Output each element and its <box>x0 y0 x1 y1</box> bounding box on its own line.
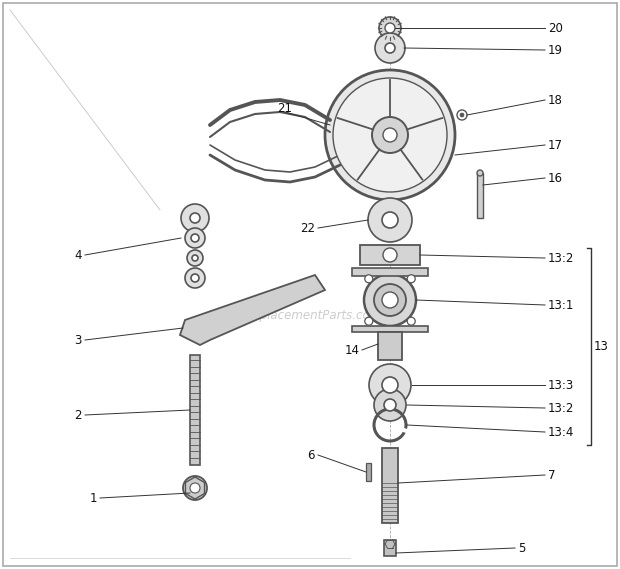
Circle shape <box>379 17 401 39</box>
Circle shape <box>364 274 416 326</box>
Circle shape <box>385 23 395 33</box>
Circle shape <box>185 268 205 288</box>
Text: 13:3: 13:3 <box>548 378 574 391</box>
Bar <box>477 173 483 218</box>
Text: 17: 17 <box>548 138 563 151</box>
Circle shape <box>407 317 415 325</box>
Circle shape <box>185 228 205 248</box>
Circle shape <box>192 255 198 261</box>
Circle shape <box>333 78 447 192</box>
Circle shape <box>383 248 397 262</box>
Text: 19: 19 <box>548 43 563 56</box>
Circle shape <box>382 377 398 393</box>
Bar <box>378 332 402 360</box>
Text: 7: 7 <box>548 468 556 481</box>
Text: 20: 20 <box>548 22 563 35</box>
Text: 16: 16 <box>548 171 563 184</box>
Circle shape <box>374 284 406 316</box>
Circle shape <box>191 234 199 242</box>
Circle shape <box>375 33 405 63</box>
Text: 3: 3 <box>74 333 82 347</box>
Text: 18: 18 <box>548 93 563 106</box>
Circle shape <box>407 275 415 283</box>
Circle shape <box>190 213 200 223</box>
Circle shape <box>374 389 406 421</box>
Circle shape <box>477 170 483 176</box>
Text: 1: 1 <box>89 492 97 505</box>
Circle shape <box>365 317 373 325</box>
Bar <box>352 268 428 276</box>
Circle shape <box>181 204 209 232</box>
Bar <box>190 355 200 465</box>
Circle shape <box>385 43 395 53</box>
Circle shape <box>460 113 464 117</box>
Text: 13:2: 13:2 <box>548 251 574 265</box>
Bar <box>382 448 398 523</box>
Circle shape <box>190 483 200 493</box>
Text: 2: 2 <box>74 409 82 422</box>
Text: 6: 6 <box>308 448 315 461</box>
Circle shape <box>369 364 411 406</box>
Text: 4: 4 <box>74 249 82 262</box>
Bar <box>360 245 420 265</box>
Circle shape <box>183 476 207 500</box>
Text: 22: 22 <box>300 221 315 234</box>
Circle shape <box>382 292 398 308</box>
Text: 13:1: 13:1 <box>548 299 574 311</box>
Text: 5: 5 <box>518 542 525 555</box>
Text: 14: 14 <box>345 344 360 357</box>
Bar <box>384 540 396 556</box>
Circle shape <box>382 212 398 228</box>
Circle shape <box>383 128 397 142</box>
Circle shape <box>365 275 373 283</box>
Circle shape <box>384 399 396 411</box>
Bar <box>352 326 428 332</box>
Polygon shape <box>180 275 325 345</box>
Circle shape <box>191 274 199 282</box>
Text: 21: 21 <box>278 101 293 114</box>
Bar <box>366 463 371 481</box>
Text: 13: 13 <box>594 340 609 353</box>
Text: eReplacementParts.com: eReplacementParts.com <box>238 308 382 321</box>
Circle shape <box>372 117 408 153</box>
Text: 13:2: 13:2 <box>548 402 574 414</box>
Circle shape <box>187 250 203 266</box>
Circle shape <box>325 70 455 200</box>
Text: 13:4: 13:4 <box>548 426 574 439</box>
Circle shape <box>368 198 412 242</box>
